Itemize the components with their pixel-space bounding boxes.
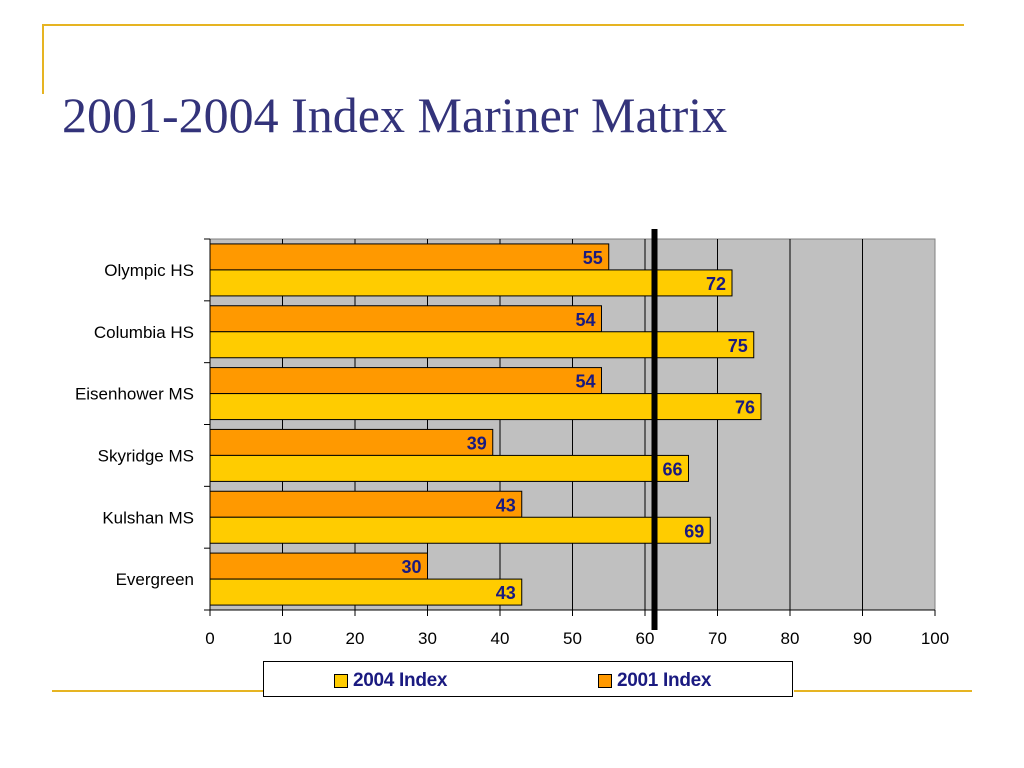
bar-2004 (209, 393, 762, 421)
bar-2001 (209, 490, 523, 518)
category-label: Skyridge MS (98, 446, 194, 465)
x-tick-label: 50 (563, 629, 582, 648)
data-label-2001: 54 (575, 310, 595, 330)
x-tick-label: 80 (781, 629, 800, 648)
x-tick-label: 20 (346, 629, 365, 648)
data-label-2004: 72 (706, 274, 726, 294)
page-title: 2001-2004 Index Mariner Matrix (62, 87, 728, 143)
category-label: Eisenhower MS (75, 385, 194, 404)
data-label-2004: 43 (496, 583, 516, 603)
category-label: Kulshan MS (102, 508, 194, 527)
data-label-2001: 39 (467, 433, 487, 453)
bar-2001 (209, 243, 610, 271)
x-tick-label: 10 (273, 629, 292, 648)
bar-2004 (209, 331, 755, 359)
bar-2004 (209, 269, 733, 297)
data-label-2004: 75 (728, 336, 748, 356)
bar-2004 (209, 578, 523, 606)
x-tick-label: 70 (708, 629, 727, 648)
data-label-2004: 69 (684, 521, 704, 541)
data-label-2004: 66 (662, 459, 682, 479)
chart-legend: 2004 Index 2001 Index (263, 661, 793, 697)
category-label: Olympic HS (104, 261, 194, 280)
data-label-2001: 55 (583, 248, 603, 268)
accent-line-left (42, 24, 44, 94)
legend-label-2004: 2004 Index (353, 670, 448, 691)
bar-2001 (209, 428, 494, 456)
x-tick-label: 60 (636, 629, 655, 648)
category-label: Columbia HS (94, 323, 194, 342)
data-label-2001: 43 (496, 495, 516, 515)
bar-2004 (209, 516, 711, 544)
reference-line (651, 229, 658, 630)
accent-line-bottom-left (52, 690, 263, 692)
legend-item-2004: 2004 Index (334, 670, 447, 692)
legend-swatch-2004 (334, 674, 348, 688)
bar-2004 (209, 454, 689, 482)
x-tick-label: 100 (921, 629, 949, 648)
data-label-2001: 54 (575, 372, 595, 392)
legend-label-2001: 2001 Index (617, 670, 712, 691)
x-tick-label: 0 (205, 629, 214, 648)
category-label: Evergreen (116, 570, 194, 589)
data-label-2001: 30 (401, 557, 421, 577)
legend-swatch-2001 (598, 674, 612, 688)
x-tick-label: 40 (491, 629, 510, 648)
accent-line-bottom-right (794, 690, 972, 692)
legend-item-2001: 2001 Index (598, 670, 711, 692)
bar-2001 (209, 305, 602, 333)
bar-2001 (209, 552, 428, 580)
bar-chart: 0 10 20 30 40 50 60 70 80 90 100 Olympic HS 55 72 Colu… (75, 229, 949, 648)
accent-line-top (42, 24, 964, 26)
x-tick-label: 30 (418, 629, 437, 648)
data-label-2004: 76 (735, 398, 755, 418)
bar-2001 (209, 367, 602, 395)
x-tick-label: 90 (853, 629, 872, 648)
